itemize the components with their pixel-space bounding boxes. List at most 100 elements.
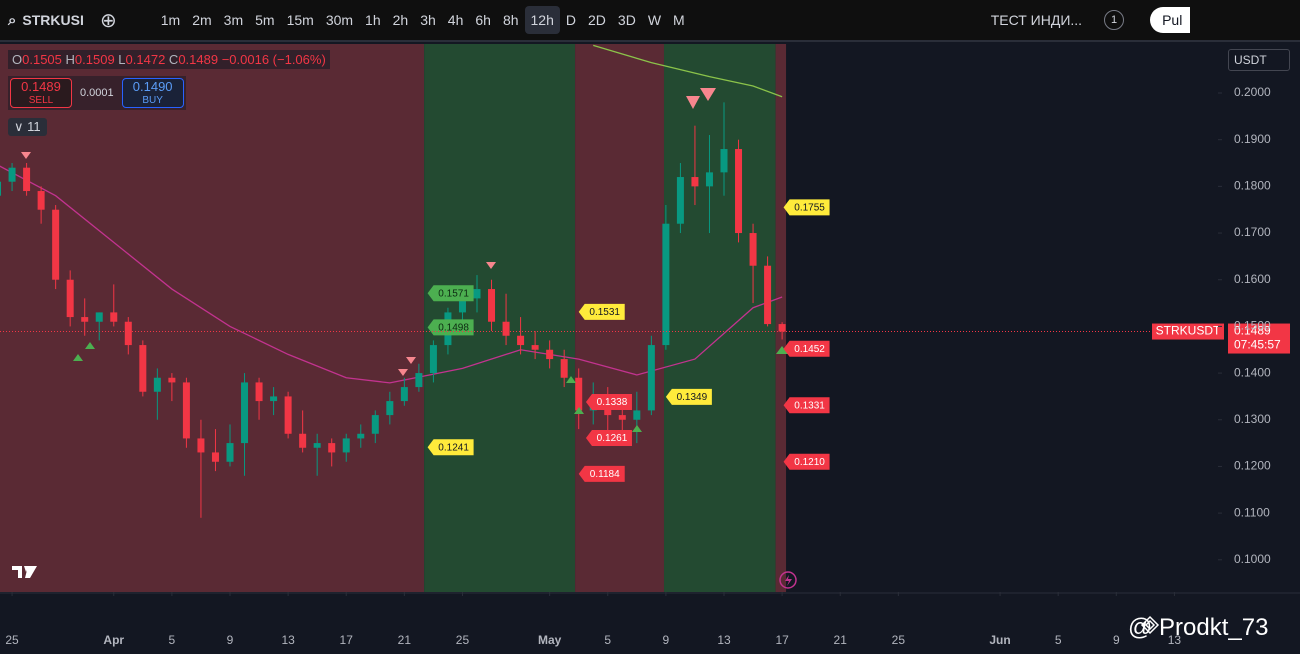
interval[interactable]: 2D [588,12,606,28]
y-tick-label: 0.1200 [1234,459,1271,473]
x-tick-label: 21 [834,633,848,647]
candle-body [575,377,583,411]
candle-body [328,443,336,453]
ohlc-legend: O0.1505 H0.1509 L0.1472 C0.1489 −0.0016 … [8,50,330,69]
candle-body [8,167,16,182]
candle-body [0,181,2,196]
candle-body [52,209,60,280]
candle-body [400,387,408,402]
indicator-template[interactable]: ТЕСТ ИНДИ... [990,12,1083,28]
watermark: @ Prodkt_73 [1128,614,1268,642]
interval[interactable]: 8h [502,12,519,28]
candle-body [705,172,713,187]
price-tag-label: 0.1349 [677,392,708,403]
price-tag-label: 0.1184 [590,469,620,480]
alert-icon[interactable] [779,571,797,589]
price-tag-label: 0.1210 [794,457,825,468]
interval[interactable]: 30m [325,12,354,28]
x-tick-label: 25 [5,633,19,647]
price-tag-label: 0.1261 [597,433,628,444]
legend-key: H [65,52,75,67]
candle-body [241,382,249,444]
x-tick-label: 13 [281,633,295,647]
candle-body [342,438,350,453]
candle-body [182,382,190,439]
candle-body [676,177,684,224]
symbol-search[interactable]: ⌕ STRKUSI [8,11,84,29]
candle-body [415,373,423,388]
interval[interactable]: 2h [392,12,409,28]
candle-body [458,298,466,313]
candle-body [284,396,292,434]
candle-body [110,312,118,322]
y-tick-label: 0.1700 [1234,225,1271,239]
candle-body [502,321,510,336]
x-tick-label: 13 [717,633,731,647]
candle-body [371,415,379,434]
sell-signal [686,96,700,109]
x-tick-label: 5 [604,633,611,647]
buy-signal [574,407,584,414]
interval[interactable]: 5m [255,12,275,28]
x-tick-label: 9 [227,633,234,647]
indicator-count[interactable]: 1 [1104,10,1125,30]
publish-button[interactable]: Pul [1150,7,1191,33]
candle-body [81,317,89,322]
candle-body [153,377,161,392]
interval[interactable]: D [565,12,576,28]
candle-body [735,149,743,234]
x-tick-label: 17 [775,633,789,647]
candle-body [357,433,365,439]
buy-price: 0.1490 [132,79,173,94]
sell-label: SELL [28,95,54,106]
price-tag [585,429,632,446]
x-tick-label: Jun [989,633,1010,647]
buy-button[interactable]: 0.1490 BUY [121,78,184,108]
candle-body [95,312,103,322]
symbol[interactable]: STRKUSI [22,12,84,28]
interval[interactable]: 3D [617,12,636,28]
candle-body [124,321,132,346]
buy-signal [566,376,576,383]
interval[interactable]: 1m [160,12,181,28]
candle-body [720,149,728,173]
candle-body [168,377,176,383]
spread: 0.0001 [80,87,114,99]
currency: USDT [1234,53,1267,67]
x-tick-label: May [538,633,562,647]
buy-signal [73,354,83,361]
interval[interactable]: W [647,12,662,28]
candle-body [255,382,263,402]
add-symbol[interactable]: ⊕ [100,9,117,32]
interval[interactable]: 12h [524,6,560,34]
candle-body [691,177,699,187]
last-price-label: 0.1489 [1234,324,1271,338]
interval[interactable]: 3h [420,12,436,28]
signal-zone [0,44,425,592]
interval[interactable]: 3m [223,12,244,28]
candle-body [749,233,757,266]
interval[interactable]: 4h [447,12,464,28]
signal-zone [663,44,776,592]
interval[interactable]: 2m [192,12,212,28]
price-tag-label: 0.1452 [794,344,825,355]
x-tick-label: 21 [398,633,412,647]
legend-value: 0.1489 [178,52,219,67]
interval[interactable]: M [673,12,685,28]
toolbar: ⌕ STRKUSI ⊕ 1m 2m 3m 5m 15m 30m 1h 2h 3h 4h 6h 8h 12h… [0,0,1300,42]
interval[interactable]: 15m [286,12,314,28]
sell-button[interactable]: 0.1489 SELL [10,78,72,108]
trade-panel: 0.1489 SELL 0.0001 0.1490 BUY [8,76,186,110]
currency-select[interactable]: USDT [1228,49,1290,71]
price-tag-label: 0.1571 [438,288,469,299]
candle-body [270,396,278,402]
legend-value: 0.1472 [125,52,166,67]
interval[interactable]: 1h [365,12,381,28]
countdown: 07:45:57 [1234,338,1281,352]
candle-body [560,359,568,378]
indicators-toggle[interactable]: ∨ 11 [8,118,47,136]
y-tick-label: 0.1300 [1234,412,1271,426]
interval[interactable]: 6h [475,12,491,28]
y-tick-label: 0.1600 [1234,272,1271,286]
